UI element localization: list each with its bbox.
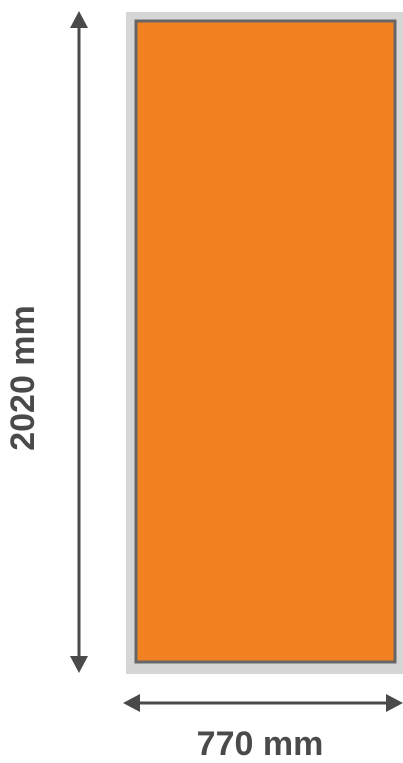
height-arrow [70, 11, 88, 673]
width-arrow [123, 694, 403, 712]
width-dimension-label: 770 mm [196, 725, 324, 763]
width-arrow-head-left [123, 694, 140, 712]
height-dimension-label: 2020 mm [4, 305, 42, 451]
width-arrow-head-right [386, 694, 403, 712]
height-arrow-head-bottom [70, 656, 88, 673]
height-arrow-head-top [70, 11, 88, 28]
banner-panel [134, 19, 397, 664]
